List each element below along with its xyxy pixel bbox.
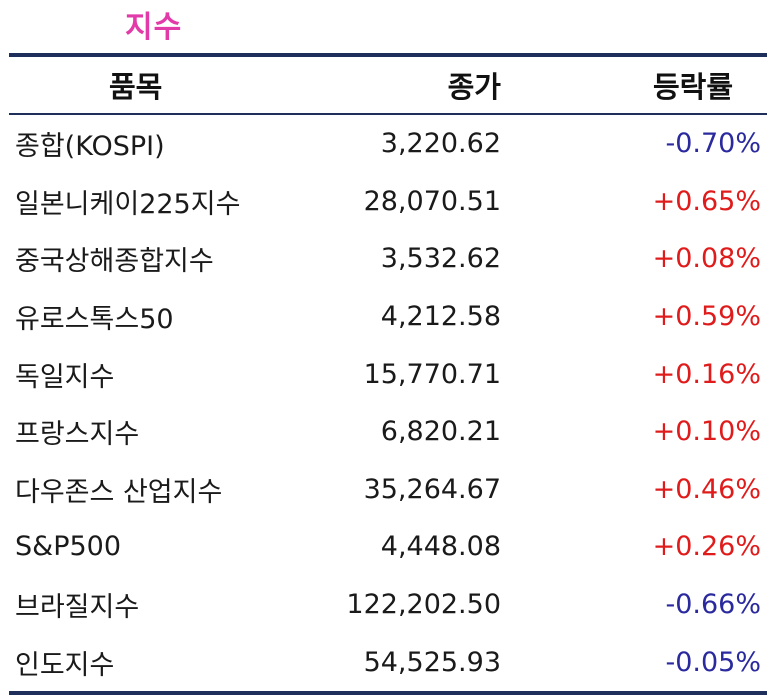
change-rate: +0.46% [652, 473, 761, 505]
change-rate: +0.08% [652, 243, 761, 275]
table-row: 유로스톡스50 4,212.58 +0.59% [9, 288, 767, 346]
change-rate: +0.65% [652, 185, 761, 217]
index-name: 다우존스 산업지수 [15, 476, 223, 508]
change-rate: +0.59% [652, 301, 761, 333]
closing-price: 54,525.93 [363, 646, 501, 678]
header-change: 등락률 [652, 70, 733, 104]
table-row: 다우존스 산업지수 35,264.67 +0.46% [9, 461, 767, 519]
change-rate: +0.26% [652, 531, 761, 563]
table-row: 일본니케이225지수 28,070.51 +0.65% [9, 173, 767, 231]
table-row: S&P500 4,448.08 +0.26% [9, 518, 767, 576]
index-name: 인도지수 [15, 649, 115, 681]
closing-price: 35,264.67 [363, 473, 501, 505]
closing-price: 122,202.50 [346, 589, 501, 621]
table-header-rule [9, 113, 767, 115]
index-name: S&P500 [15, 531, 122, 563]
change-rate: +0.10% [652, 416, 761, 448]
change-rate: -0.70% [665, 128, 761, 160]
table-row: 브라질지수 122,202.50 -0.66% [9, 576, 767, 634]
table-header-row: 품목 종가 등락률 [9, 57, 767, 113]
closing-price: 3,220.62 [380, 128, 501, 160]
table-bottom-rule [9, 690, 767, 695]
change-rate: -0.66% [665, 589, 761, 621]
change-rate: -0.05% [665, 646, 761, 678]
index-name: 유로스톡스50 [15, 304, 174, 336]
table-row: 중국상해종합지수 3,532.62 +0.08% [9, 230, 767, 288]
header-close: 종가 [447, 70, 501, 104]
table-row: 독일지수 15,770.71 +0.16% [9, 345, 767, 403]
index-name: 종합(KOSPI) [15, 131, 165, 163]
index-name: 프랑스지수 [15, 419, 140, 451]
index-name: 일본니케이225지수 [15, 188, 241, 220]
closing-price: 15,770.71 [363, 358, 501, 390]
index-name: 브라질지수 [15, 592, 140, 624]
table-row: 인도지수 54,525.93 -0.05% [9, 633, 767, 691]
index-table: 품목 종가 등락률 종합(KOSPI) 3,220.62 -0.70% 일본니케이22… [9, 53, 767, 695]
closing-price: 6,820.21 [380, 416, 501, 448]
closing-price: 4,448.08 [380, 531, 501, 563]
table-row: 종합(KOSPI) 3,220.62 -0.70% [9, 115, 767, 173]
change-rate: +0.16% [652, 358, 761, 390]
closing-price: 3,532.62 [380, 243, 501, 275]
closing-price: 4,212.58 [380, 301, 501, 333]
table-top-rule [9, 53, 767, 57]
index-name: 중국상해종합지수 [15, 246, 214, 278]
table-row: 프랑스지수 6,820.21 +0.10% [9, 403, 767, 461]
page-title: 지수 [125, 10, 183, 45]
table-body: 종합(KOSPI) 3,220.62 -0.70% 일본니케이225지수 28,070.… [9, 115, 767, 691]
closing-price: 28,070.51 [363, 185, 501, 217]
index-name: 독일지수 [15, 361, 115, 393]
header-item: 품목 [109, 70, 163, 104]
